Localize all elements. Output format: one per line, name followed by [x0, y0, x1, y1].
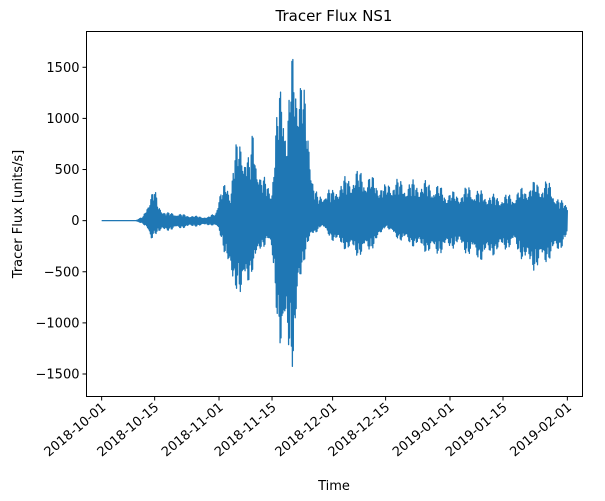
y-axis-label: Tracer Flux [units/s]	[11, 150, 26, 279]
flux-series-line	[101, 58, 568, 367]
x-axis: 2018-10-012018-10-152018-11-012018-11-15…	[42, 396, 575, 460]
y-tick-label: 1500	[46, 61, 79, 76]
x-tick-label: 2019-02-01	[507, 400, 575, 460]
y-tick-label: −1500	[36, 368, 80, 383]
x-axis-label: Time	[317, 479, 350, 494]
y-tick-label: 0	[71, 214, 79, 229]
y-tick-label: −1000	[36, 316, 80, 331]
y-tick-label: 1000	[46, 112, 79, 127]
y-tick-label: 500	[55, 163, 80, 178]
axes-frame	[86, 31, 583, 397]
y-tick-label: −500	[44, 265, 80, 280]
plot-area	[101, 58, 568, 367]
chart-title: Tracer Flux NS1	[275, 7, 393, 25]
y-axis: −1500 −1000 −500 0 500 1000 1500	[36, 61, 87, 383]
